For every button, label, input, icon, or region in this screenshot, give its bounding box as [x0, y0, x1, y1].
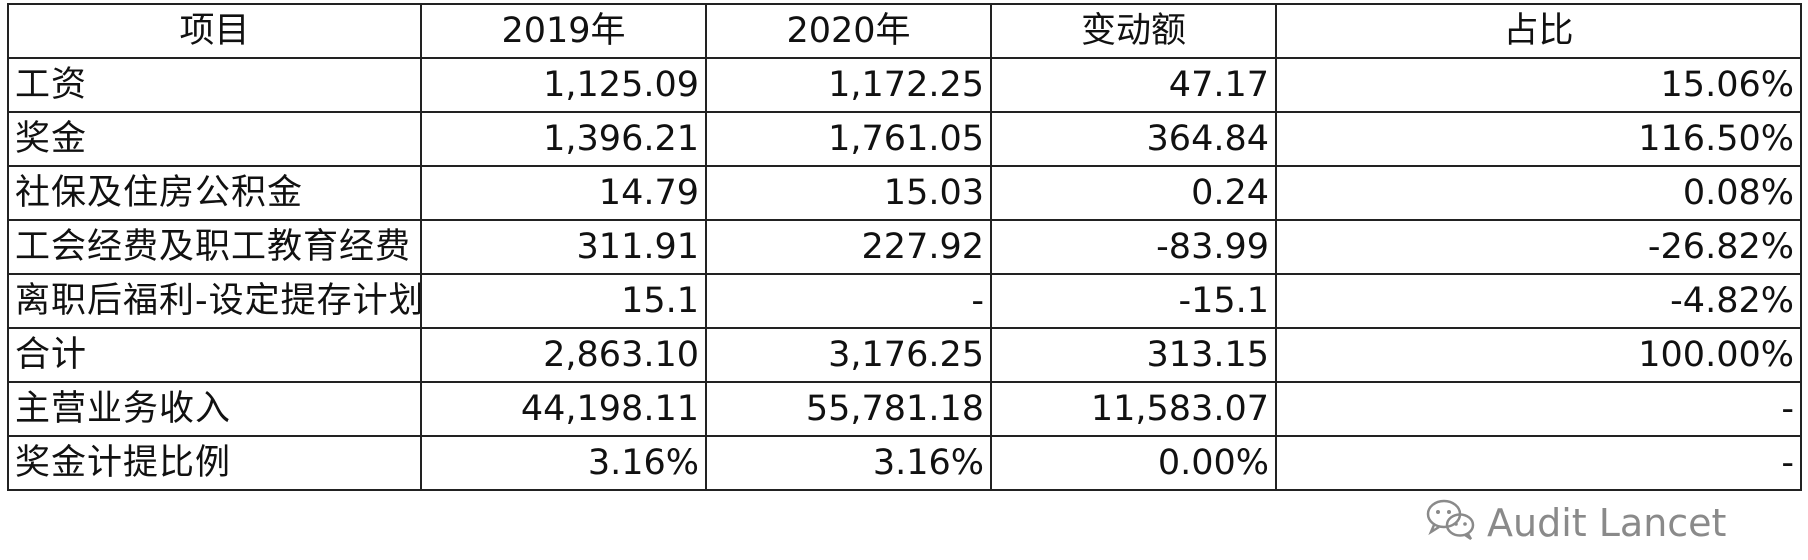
cell-share: - [1275, 381, 1802, 437]
cell-change: -15.1 [990, 273, 1277, 329]
cell-change: 11,583.07 [990, 381, 1277, 437]
cell-2019: 311.91 [420, 219, 707, 275]
row-label: 奖金计提比例 [7, 435, 422, 491]
cell-change: 0.00% [990, 435, 1277, 491]
cell-change: 364.84 [990, 111, 1277, 167]
cell-change: 47.17 [990, 57, 1277, 113]
cell-2020: 1,761.05 [705, 111, 992, 167]
table-row: 奖金计提比例 3.16% 3.16% 0.00% - [7, 435, 1802, 491]
row-label: 工资 [7, 57, 422, 113]
row-label: 主营业务收入 [7, 381, 422, 437]
wechat-icon [1425, 497, 1487, 550]
cell-2020: 55,781.18 [705, 381, 992, 437]
cell-2020: 227.92 [705, 219, 992, 275]
cell-share: 15.06% [1275, 57, 1802, 113]
cell-share: 116.50% [1275, 111, 1802, 167]
financial-table: 项目 2019年 2020年 变动额 占比 工资 1,125.09 1,172.… [7, 3, 1802, 491]
header-cell-item: 项目 [7, 3, 422, 59]
row-label: 工会经费及职工教育经费 [7, 219, 422, 275]
cell-2019: 3.16% [420, 435, 707, 491]
cell-2019: 1,396.21 [420, 111, 707, 167]
table-header-row: 项目 2019年 2020年 变动额 占比 [7, 3, 1802, 59]
watermark: Audit Lancet [1425, 498, 1795, 548]
table-row: 奖金 1,396.21 1,761.05 364.84 116.50% [7, 111, 1802, 167]
table-row: 离职后福利-设定提存计划 15.1 - -15.1 -4.82% [7, 273, 1802, 329]
cell-2020: 1,172.25 [705, 57, 992, 113]
row-label: 离职后福利-设定提存计划 [7, 273, 422, 329]
cell-2019: 14.79 [420, 165, 707, 221]
cell-share: 100.00% [1275, 327, 1802, 383]
watermark-text: Audit Lancet [1487, 501, 1727, 545]
cell-share: -4.82% [1275, 273, 1802, 329]
table-row: 社保及住房公积金 14.79 15.03 0.24 0.08% [7, 165, 1802, 221]
row-label: 奖金 [7, 111, 422, 167]
header-cell-change: 变动额 [990, 3, 1277, 59]
cell-2020: 3.16% [705, 435, 992, 491]
cell-change: 313.15 [990, 327, 1277, 383]
table-row: 工资 1,125.09 1,172.25 47.17 15.06% [7, 57, 1802, 113]
cell-share: - [1275, 435, 1802, 491]
header-cell-2020: 2020年 [705, 3, 992, 59]
header-cell-share: 占比 [1275, 3, 1802, 59]
cell-2019: 1,125.09 [420, 57, 707, 113]
cell-change: -83.99 [990, 219, 1277, 275]
cell-share: 0.08% [1275, 165, 1802, 221]
cell-2020: 3,176.25 [705, 327, 992, 383]
row-label: 社保及住房公积金 [7, 165, 422, 221]
cell-2019: 2,863.10 [420, 327, 707, 383]
cell-2020: - [705, 273, 992, 329]
table-row: 合计 2,863.10 3,176.25 313.15 100.00% [7, 327, 1802, 383]
cell-2020: 15.03 [705, 165, 992, 221]
cell-share: -26.82% [1275, 219, 1802, 275]
table-row: 工会经费及职工教育经费 311.91 227.92 -83.99 -26.82% [7, 219, 1802, 275]
cell-change: 0.24 [990, 165, 1277, 221]
table-row: 主营业务收入 44,198.11 55,781.18 11,583.07 - [7, 381, 1802, 437]
header-cell-2019: 2019年 [420, 3, 707, 59]
row-label: 合计 [7, 327, 422, 383]
cell-2019: 15.1 [420, 273, 707, 329]
cell-2019: 44,198.11 [420, 381, 707, 437]
